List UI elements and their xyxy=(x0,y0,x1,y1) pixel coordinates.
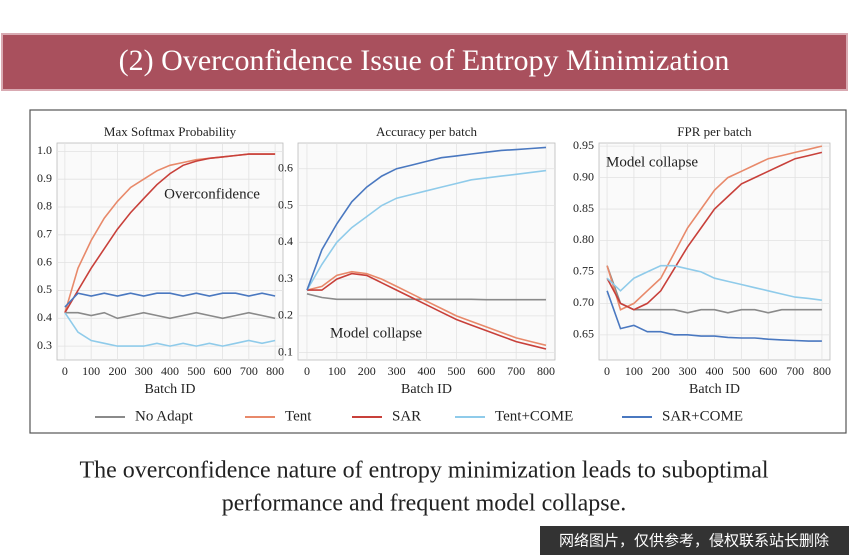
chart-title: FPR per batch xyxy=(677,124,752,139)
x-tick-label: 800 xyxy=(537,364,555,378)
annotation: Model collapse xyxy=(330,325,422,341)
x-tick-label: 700 xyxy=(786,364,804,378)
x-tick-label: 500 xyxy=(187,364,205,378)
x-tick-label: 100 xyxy=(82,364,100,378)
x-tick-label: 700 xyxy=(507,364,525,378)
series-line xyxy=(306,293,546,301)
series-line xyxy=(64,292,276,308)
x-tick-label: 600 xyxy=(214,364,232,378)
y-tick-label: 0.2 xyxy=(278,308,293,322)
x-tick-label: 800 xyxy=(813,364,831,378)
x-axis-label: Batch ID xyxy=(145,382,196,397)
y-tick-label: 0.3 xyxy=(278,271,293,285)
y-tick-label: 0.85 xyxy=(573,201,594,215)
x-tick-label: 500 xyxy=(447,364,465,378)
y-tick-label: 0.3 xyxy=(37,338,52,352)
x-tick-label: 100 xyxy=(328,364,346,378)
y-tick-label: 0.8 xyxy=(37,199,52,213)
header-band xyxy=(1,33,848,91)
y-tick-label: 0.5 xyxy=(278,197,293,211)
caption-line: performance and frequent model collapse. xyxy=(222,491,626,517)
x-tick-label: 0 xyxy=(604,364,610,378)
watermark: 网络图片，仅供参考，侵权联系站长删除 xyxy=(559,532,829,550)
header-title: (2) Overconfidence Issue of Entropy Mini… xyxy=(119,44,730,77)
x-tick-label: 400 xyxy=(161,364,179,378)
chart-panel: Max Softmax Probability Batch ID 0 100 200 30… xyxy=(37,124,284,397)
x-tick-label: 200 xyxy=(358,364,376,378)
x-tick-label: 0 xyxy=(62,364,68,378)
legend-label: Tent+COME xyxy=(495,408,573,424)
annotation: Model collapse xyxy=(606,154,698,170)
y-tick-label: 0.9 xyxy=(37,171,52,185)
y-tick-label: 0.90 xyxy=(573,169,594,183)
x-tick-label: 0 xyxy=(304,364,310,378)
y-tick-label: 0.75 xyxy=(573,264,594,278)
x-tick-label: 600 xyxy=(477,364,495,378)
series-line xyxy=(64,153,276,314)
x-tick-label: 400 xyxy=(706,364,724,378)
y-tick-label: 0.4 xyxy=(278,234,293,248)
series-line xyxy=(64,311,276,320)
x-tick-label: 700 xyxy=(240,364,258,378)
annotation: Overconfidence xyxy=(164,186,260,202)
x-tick-label: 300 xyxy=(679,364,697,378)
y-tick-label: 0.6 xyxy=(37,254,52,268)
legend-label: No Adapt xyxy=(135,408,194,424)
series-line xyxy=(606,151,823,311)
series-line xyxy=(606,264,823,301)
y-tick-label: 0.80 xyxy=(573,232,594,246)
y-tick-label: 0.70 xyxy=(573,295,594,309)
series-line xyxy=(306,270,547,347)
y-tick-label: 0.65 xyxy=(573,327,594,341)
series-line xyxy=(64,312,276,347)
x-tick-label: 300 xyxy=(135,364,153,378)
chart-panel: FPR per batch Batch ID 0 100 200 300 400 500 600… xyxy=(573,124,831,397)
series-line xyxy=(606,290,822,342)
legend-label: SAR+COME xyxy=(662,408,743,424)
x-axis-label: Batch ID xyxy=(401,382,452,397)
x-tick-label: 300 xyxy=(388,364,406,378)
caption-line: The overconfidence nature of entropy min… xyxy=(79,458,768,484)
x-tick-label: 200 xyxy=(108,364,126,378)
y-tick-label: 0.5 xyxy=(37,282,52,296)
series-line xyxy=(606,145,823,311)
series-line xyxy=(307,272,547,350)
y-tick-label: 0.95 xyxy=(573,138,594,152)
y-tick-label: 0.1 xyxy=(278,344,293,358)
x-tick-label: 500 xyxy=(732,364,750,378)
legend-label: SAR xyxy=(392,408,421,424)
legend-label: Tent xyxy=(285,408,312,424)
series-line xyxy=(606,265,822,314)
x-tick-label: 400 xyxy=(418,364,436,378)
chart-title: Max Softmax Probability xyxy=(104,124,237,139)
y-tick-label: 0.7 xyxy=(37,227,52,241)
y-tick-label: 0.6 xyxy=(278,160,293,174)
x-tick-label: 600 xyxy=(759,364,777,378)
watermark-box xyxy=(540,526,849,555)
x-tick-label: 800 xyxy=(266,364,284,378)
series-line xyxy=(306,169,547,291)
chart-panel: Accuracy per batch Batch ID 0 100 200 300 400 5… xyxy=(278,124,556,397)
x-tick-label: 200 xyxy=(652,364,670,378)
series-line xyxy=(306,146,547,291)
y-tick-label: 1.0 xyxy=(37,143,52,157)
x-axis-label: Batch ID xyxy=(689,382,740,397)
y-tick-label: 0.4 xyxy=(37,310,52,324)
chart-title: Accuracy per batch xyxy=(376,124,478,139)
x-tick-label: 100 xyxy=(625,364,643,378)
